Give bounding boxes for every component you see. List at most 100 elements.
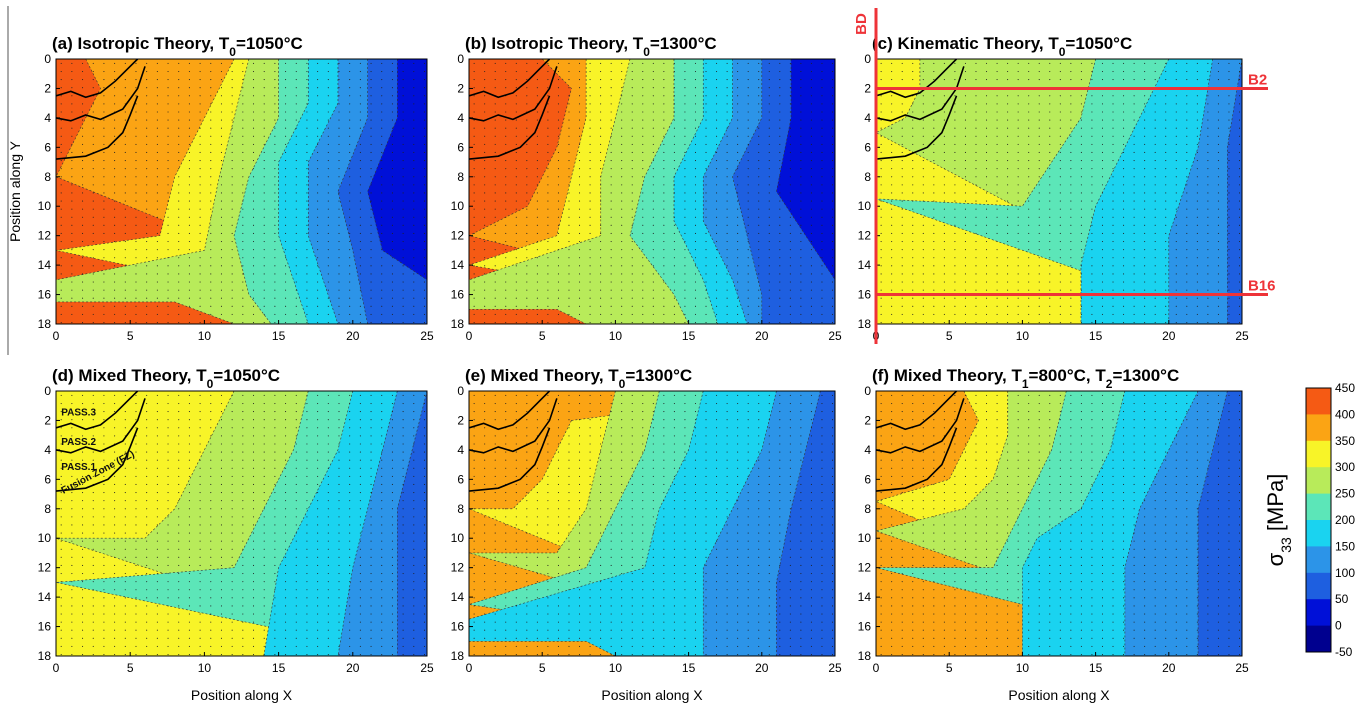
mesh-dot [789, 216, 791, 218]
mesh-dot [338, 621, 340, 623]
mesh-dot [370, 548, 372, 550]
mesh-dot [933, 257, 935, 259]
mesh-dot [568, 208, 570, 210]
mesh-dot [494, 637, 496, 639]
mesh-dot [263, 87, 265, 89]
mesh-dot [242, 500, 244, 502]
mesh-dot [589, 103, 591, 105]
mesh-dot [114, 653, 116, 656]
mesh-dot [1080, 224, 1082, 226]
mesh-dot [621, 87, 623, 89]
mesh-dot [306, 297, 308, 299]
mesh-dot [1038, 143, 1040, 145]
mesh-dot [1238, 216, 1241, 218]
mesh-dot [338, 160, 340, 162]
y-tick-label: 0 [44, 52, 51, 66]
mesh-dot [285, 119, 287, 121]
mesh-dot [891, 232, 893, 235]
mesh-dot [199, 629, 201, 631]
mesh-dot [146, 621, 148, 623]
mesh-dot [124, 475, 126, 477]
mesh-dot [975, 127, 977, 129]
mesh-dot [1017, 168, 1019, 170]
mesh-dot [391, 589, 393, 591]
mesh-dot [505, 435, 507, 437]
mesh-dot [295, 127, 297, 129]
mesh-dot [156, 321, 158, 324]
mesh-dot [423, 305, 426, 307]
mesh-dot [578, 95, 581, 97]
mesh-dot [92, 216, 94, 218]
mesh-dot [327, 637, 329, 639]
mesh-dot [1028, 224, 1030, 226]
mesh-dot [359, 70, 361, 73]
mesh-dot [124, 589, 126, 591]
mesh-dot [274, 232, 276, 235]
mesh-dot [526, 62, 528, 64]
mesh-dot [413, 79, 415, 81]
mesh-dot [779, 176, 781, 178]
mesh-dot [505, 200, 507, 202]
mesh-dot [1101, 127, 1104, 129]
mesh-dot [146, 402, 148, 405]
mesh-dot [737, 273, 739, 275]
mesh-dot [306, 265, 308, 267]
mesh-dot [220, 548, 223, 550]
mesh-dot [964, 127, 967, 129]
mesh-dot [922, 265, 924, 267]
mesh-dot [381, 653, 383, 656]
mesh-dot [359, 467, 361, 469]
mesh-dot [473, 281, 475, 283]
mesh-dot [103, 168, 105, 170]
mesh-dot [220, 540, 223, 542]
mesh-dot [1059, 143, 1061, 145]
mesh-dot [880, 184, 882, 186]
mesh-dot [103, 411, 105, 413]
mesh-dot [274, 629, 276, 631]
mesh-dot [922, 289, 924, 291]
mesh-dot [975, 184, 977, 186]
mesh-dot [1038, 249, 1040, 251]
mesh-dot [1028, 95, 1030, 97]
mesh-dot [610, 216, 612, 218]
mesh-dot [263, 184, 265, 186]
mesh-dot [338, 168, 340, 170]
mesh-dot [621, 289, 623, 291]
mesh-dot [210, 265, 212, 267]
mesh-dot [933, 95, 935, 97]
mesh-dot [252, 516, 255, 518]
mesh-dot [922, 305, 924, 307]
mesh-dot [975, 232, 977, 235]
mesh-dot [473, 249, 475, 251]
mesh-dot [1070, 111, 1072, 113]
mesh-dot [306, 103, 308, 105]
mesh-dot [526, 176, 528, 178]
mesh-dot [338, 548, 340, 550]
mesh-dot [652, 289, 654, 291]
mesh-dot [349, 232, 351, 235]
mesh-dot [631, 95, 633, 97]
mesh-dot [274, 402, 276, 405]
mesh-dot [285, 151, 287, 154]
mesh-dot [694, 143, 697, 145]
mesh-dot [124, 556, 126, 558]
mesh-dot [1059, 289, 1061, 291]
mesh-dot [484, 184, 486, 186]
mesh-dot [1238, 241, 1241, 243]
mesh-dot [526, 249, 528, 251]
mesh-dot [274, 119, 276, 121]
mesh-dot [1165, 143, 1167, 145]
mesh-dot [880, 216, 882, 218]
mesh-dot [578, 273, 581, 275]
mesh-dot [178, 273, 180, 275]
mesh-dot [726, 111, 728, 113]
mesh-dot [188, 483, 190, 486]
mesh-dot [391, 224, 393, 226]
mesh-dot [402, 629, 404, 631]
mesh-dot [985, 216, 988, 218]
mesh-dot [831, 216, 834, 218]
mesh-dot [252, 216, 255, 218]
mesh-dot [1186, 143, 1188, 145]
mesh-dot [167, 653, 169, 656]
